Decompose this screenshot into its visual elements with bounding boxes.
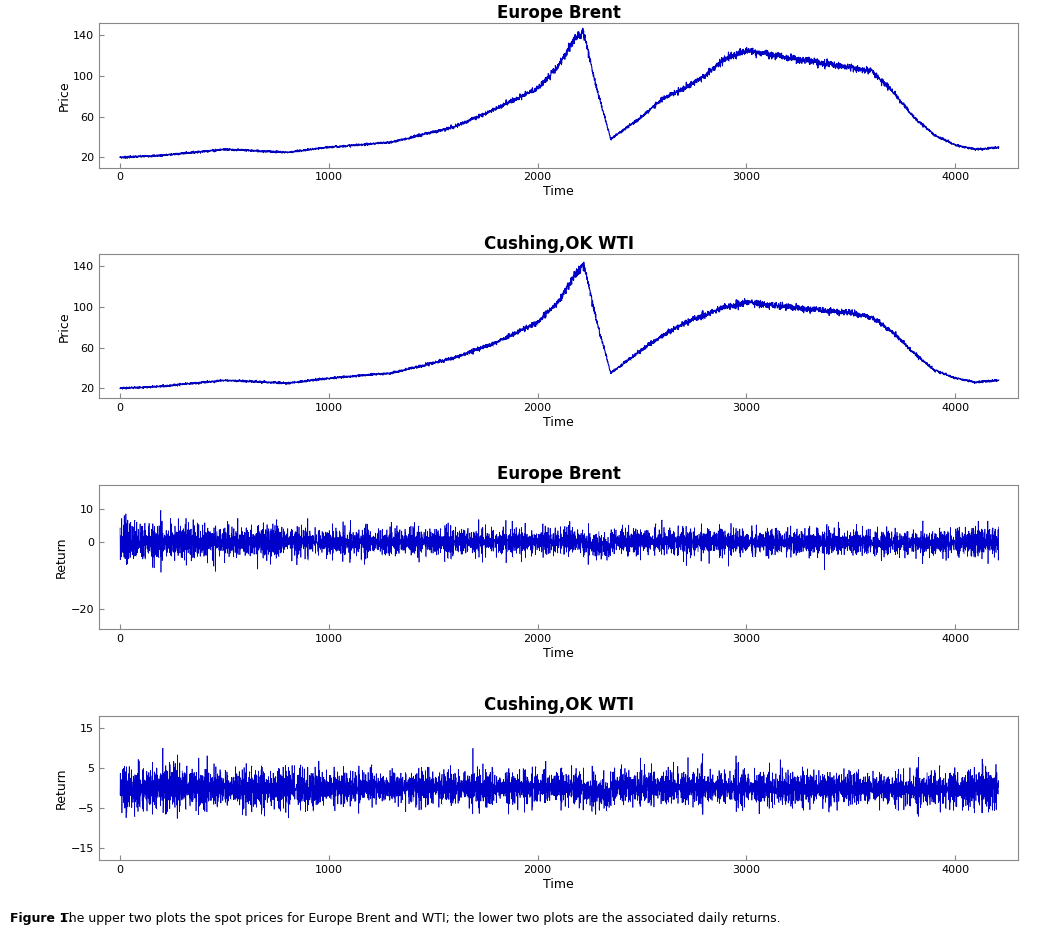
- X-axis label: Time: Time: [543, 647, 574, 660]
- Text: Figure 1.: Figure 1.: [10, 912, 73, 925]
- Title: Europe Brent: Europe Brent: [497, 4, 620, 21]
- Y-axis label: Return: Return: [55, 767, 68, 809]
- Y-axis label: Return: Return: [55, 537, 68, 578]
- X-axis label: Time: Time: [543, 416, 574, 429]
- Title: Cushing,OK WTI: Cushing,OK WTI: [483, 234, 634, 253]
- Y-axis label: Price: Price: [57, 80, 70, 111]
- X-axis label: Time: Time: [543, 878, 574, 891]
- Title: Europe Brent: Europe Brent: [497, 466, 620, 484]
- Text: The upper two plots the spot prices for Europe Brent and WTI; the lower two plot: The upper two plots the spot prices for …: [57, 912, 781, 925]
- X-axis label: Time: Time: [543, 185, 574, 198]
- Title: Cushing,OK WTI: Cushing,OK WTI: [483, 697, 634, 714]
- Y-axis label: Price: Price: [57, 311, 70, 341]
